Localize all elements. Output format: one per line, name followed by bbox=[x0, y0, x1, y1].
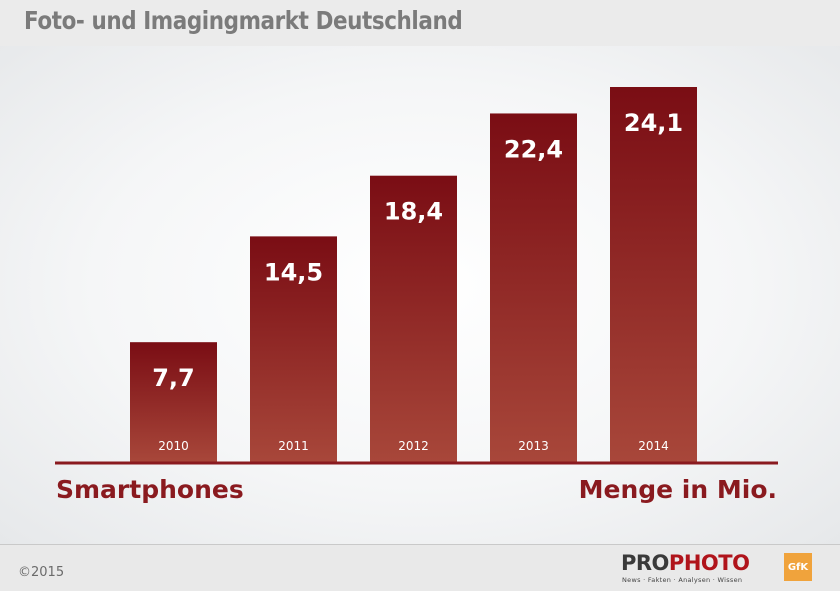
chart-area: 7,7 2010 14,5 2011 18,4 2012 22,4 2013 24,1 2014 S… bbox=[0, 46, 840, 544]
gfk-logo: GfK bbox=[784, 553, 812, 581]
prophoto-logo: PROPHOTO bbox=[621, 551, 750, 575]
category-label-2012: 2012 bbox=[398, 439, 429, 453]
category-label-2014: 2014 bbox=[638, 439, 669, 453]
bar-2010 bbox=[130, 342, 217, 462]
chart-title: Foto- und Imagingmarkt Deutschland bbox=[24, 6, 463, 35]
bar-2014 bbox=[610, 87, 697, 462]
value-label-2012: 18,4 bbox=[384, 198, 443, 226]
bar-2011 bbox=[250, 236, 337, 462]
series-label: Smartphones bbox=[56, 475, 244, 504]
bar-chart: 7,7 2010 14,5 2011 18,4 2012 22,4 2013 24,1 2014 S… bbox=[55, 87, 778, 504]
category-label-2013: 2013 bbox=[518, 439, 549, 453]
category-label-2011: 2011 bbox=[278, 439, 309, 453]
value-label-2013: 22,4 bbox=[504, 135, 563, 163]
value-label-2010: 7,7 bbox=[152, 364, 195, 392]
brand-tagline: News · Fakten · Analysen · Wissen bbox=[622, 576, 743, 584]
bar-2012 bbox=[370, 175, 457, 463]
value-label-2011: 14,5 bbox=[264, 258, 323, 286]
unit-label: Menge in Mio. bbox=[579, 475, 777, 504]
brand-left: PRO bbox=[621, 551, 669, 575]
footer: ©2015 PROPHOTO News · Fakten · Analysen … bbox=[0, 544, 840, 591]
bar-2013 bbox=[490, 113, 577, 463]
copyright-text: ©2015 bbox=[18, 565, 65, 580]
brand-right: PHOTO bbox=[668, 551, 750, 575]
value-label-2014: 24,1 bbox=[624, 109, 683, 137]
title-bar: Foto- und Imagingmarkt Deutschland bbox=[0, 0, 840, 46]
category-label-2010: 2010 bbox=[158, 439, 189, 453]
